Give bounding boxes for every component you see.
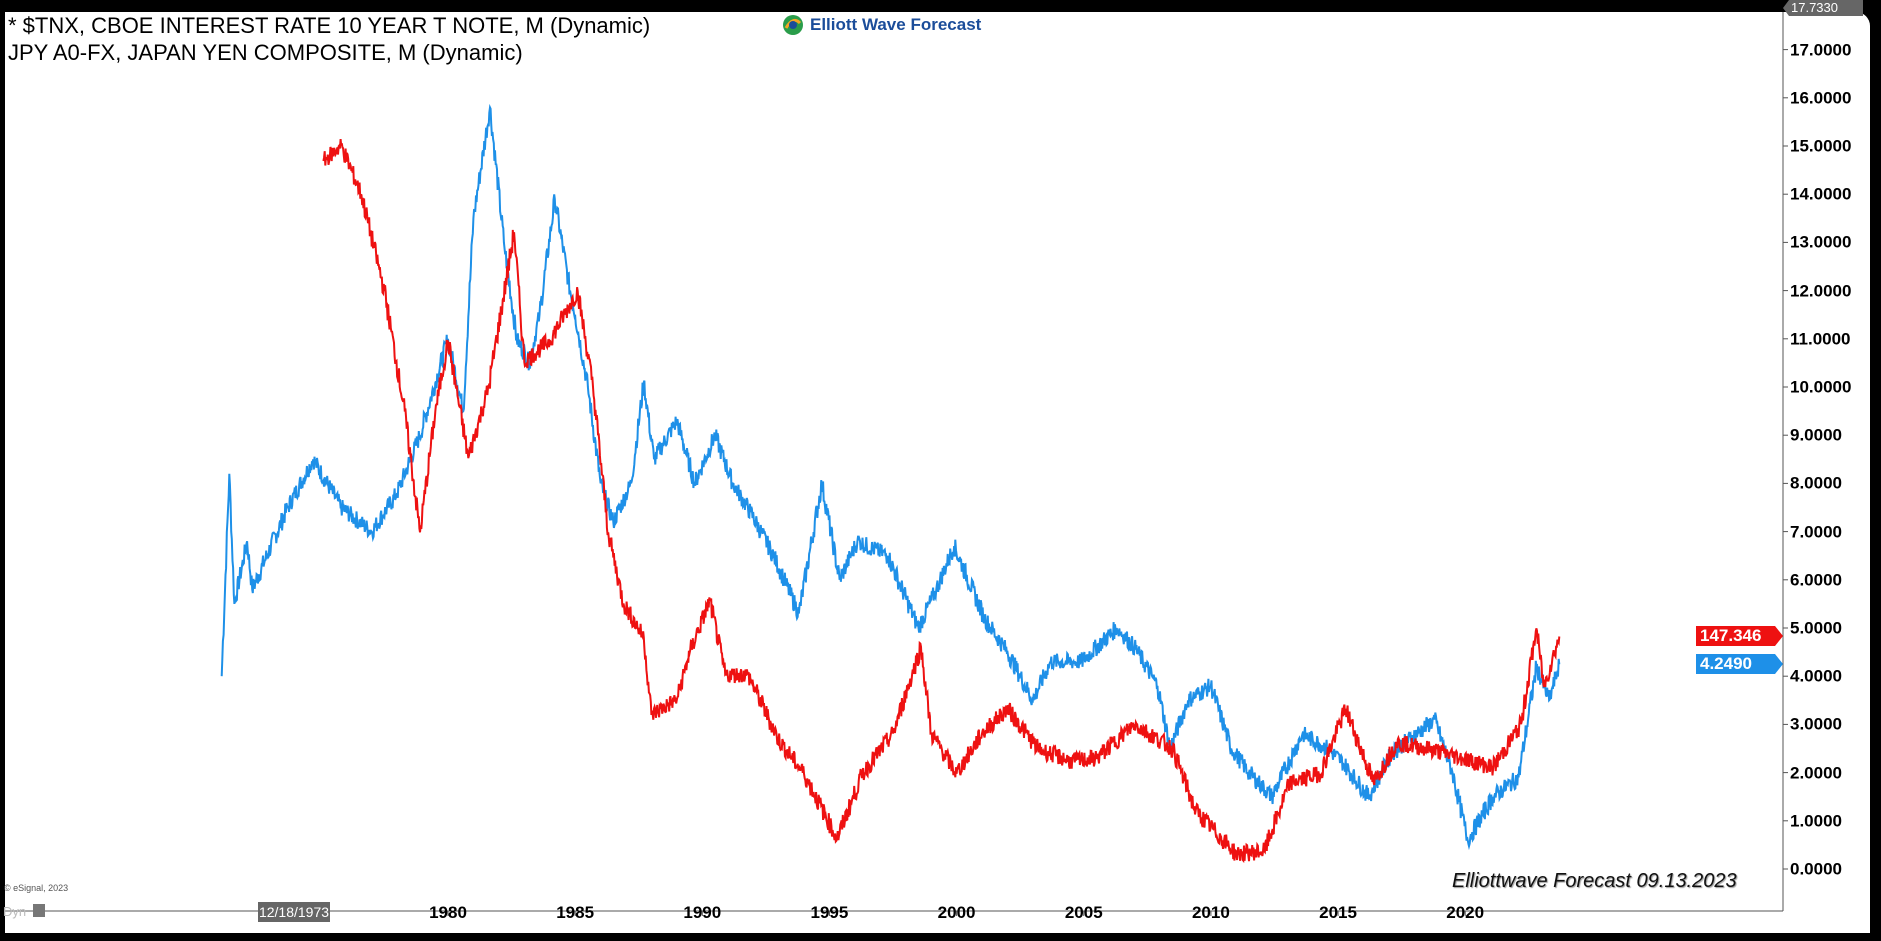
y-tick-label: 15.0000: [1790, 136, 1852, 156]
y-tick-label: 13.0000: [1790, 232, 1852, 252]
y-tick-label: 8.0000: [1790, 473, 1842, 493]
logo-icon: [783, 15, 803, 35]
x-tick-label: 2000: [937, 903, 976, 922]
y-tick-label: 4.0000: [1790, 666, 1842, 686]
logo: Elliott Wave Forecast: [782, 14, 981, 36]
y-tick-label: 14.0000: [1790, 184, 1852, 204]
x-tick-label: 2010: [1191, 903, 1230, 922]
y-tick-label: 17.0000: [1790, 40, 1852, 60]
logo-text: Elliott Wave Forecast: [810, 15, 982, 34]
lock-icon[interactable]: [33, 904, 45, 917]
x-tick-label: 1990: [683, 903, 722, 922]
y-tick-label: 0.0000: [1790, 859, 1842, 879]
watermark: Elliottwave Forecast 09.13.2023: [1452, 870, 1737, 892]
x-tick-label: 1985: [556, 903, 595, 922]
y-tick-label: 2.0000: [1790, 763, 1842, 783]
copyright: © eSignal, 2023: [4, 883, 69, 893]
tnx-series-line: [220, 103, 1561, 851]
y-tick-label: 11.0000: [1790, 329, 1851, 349]
jpy-series-title: JPY A0-FX, JAPAN YEN COMPOSITE, M (Dynam…: [8, 40, 523, 65]
x-tick-label: 2015: [1319, 903, 1357, 922]
y-tick-label: 12.0000: [1790, 281, 1852, 301]
chart-window: [5, 12, 1870, 933]
y-tick-label: 10.0000: [1790, 377, 1852, 397]
x-tick-label: 1980: [429, 903, 467, 922]
y-tick-label: 6.0000: [1790, 570, 1842, 590]
y-tick-label: 3.0000: [1790, 714, 1842, 734]
jpy-series-line: [322, 139, 1561, 864]
cursor-date: 12/18/1973: [258, 902, 330, 922]
tnx-series-title: * $TNX, CBOE INTEREST RATE 10 YEAR T NOT…: [8, 13, 651, 38]
axis-top-value: 17.7330: [1783, 0, 1863, 16]
x-tick-label: 2005: [1064, 903, 1103, 922]
y-tick-label: 16.0000: [1790, 88, 1852, 108]
dyn-label[interactable]: Dyn: [3, 904, 27, 919]
y-tick-label: 5.0000: [1790, 618, 1842, 638]
x-tick-label: 1995: [810, 903, 849, 922]
y-tick-label: 7.0000: [1790, 522, 1842, 542]
tnx-last-price-tag: 4.2490: [1696, 654, 1783, 674]
x-tick-label: 2020: [1446, 903, 1485, 922]
jpy-last-price-tag: 147.346: [1696, 626, 1783, 646]
y-tick-label: 1.0000: [1790, 811, 1842, 831]
y-tick-label: 9.0000: [1790, 425, 1842, 445]
